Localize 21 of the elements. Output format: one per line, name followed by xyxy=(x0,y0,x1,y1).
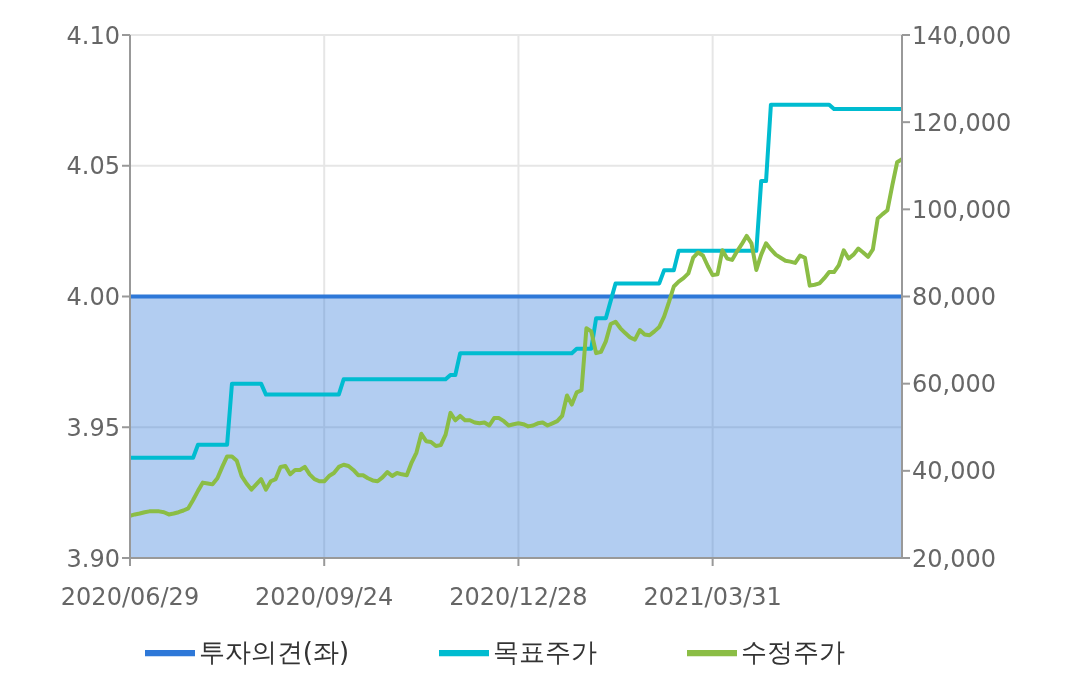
line-series xyxy=(130,102,902,460)
y2-tick-label: 20,000 xyxy=(912,544,996,573)
legend-label: 투자의견(좌) xyxy=(198,636,350,667)
y-tick-label: 4.05 xyxy=(66,152,120,181)
y2-tick-label: 100,000 xyxy=(912,195,1012,224)
x-tick-label: 2020/12/28 xyxy=(449,583,588,612)
line-series xyxy=(130,157,902,518)
x-tick-label: 2020/06/29 xyxy=(60,583,200,612)
x-tick-label: 2020/09/24 xyxy=(255,583,394,612)
y-tick-label: 4.10 xyxy=(66,21,120,50)
y2-tick-label: 60,000 xyxy=(912,370,996,399)
x-tick-label: 2021/03/31 xyxy=(643,583,782,612)
legend-label: 목표주가 xyxy=(493,636,598,667)
y-tick-label: 3.95 xyxy=(66,413,120,442)
y-tick-label: 4.00 xyxy=(66,283,120,312)
y2-tick-label: 140,000 xyxy=(912,21,1012,50)
y2-tick-label: 80,000 xyxy=(912,283,996,312)
y-tick-label: 3.90 xyxy=(66,544,120,573)
legend-label: 수정주가 xyxy=(741,636,846,667)
y2-tick-label: 120,000 xyxy=(912,108,1012,137)
y2-tick-label: 40,000 xyxy=(912,457,996,486)
